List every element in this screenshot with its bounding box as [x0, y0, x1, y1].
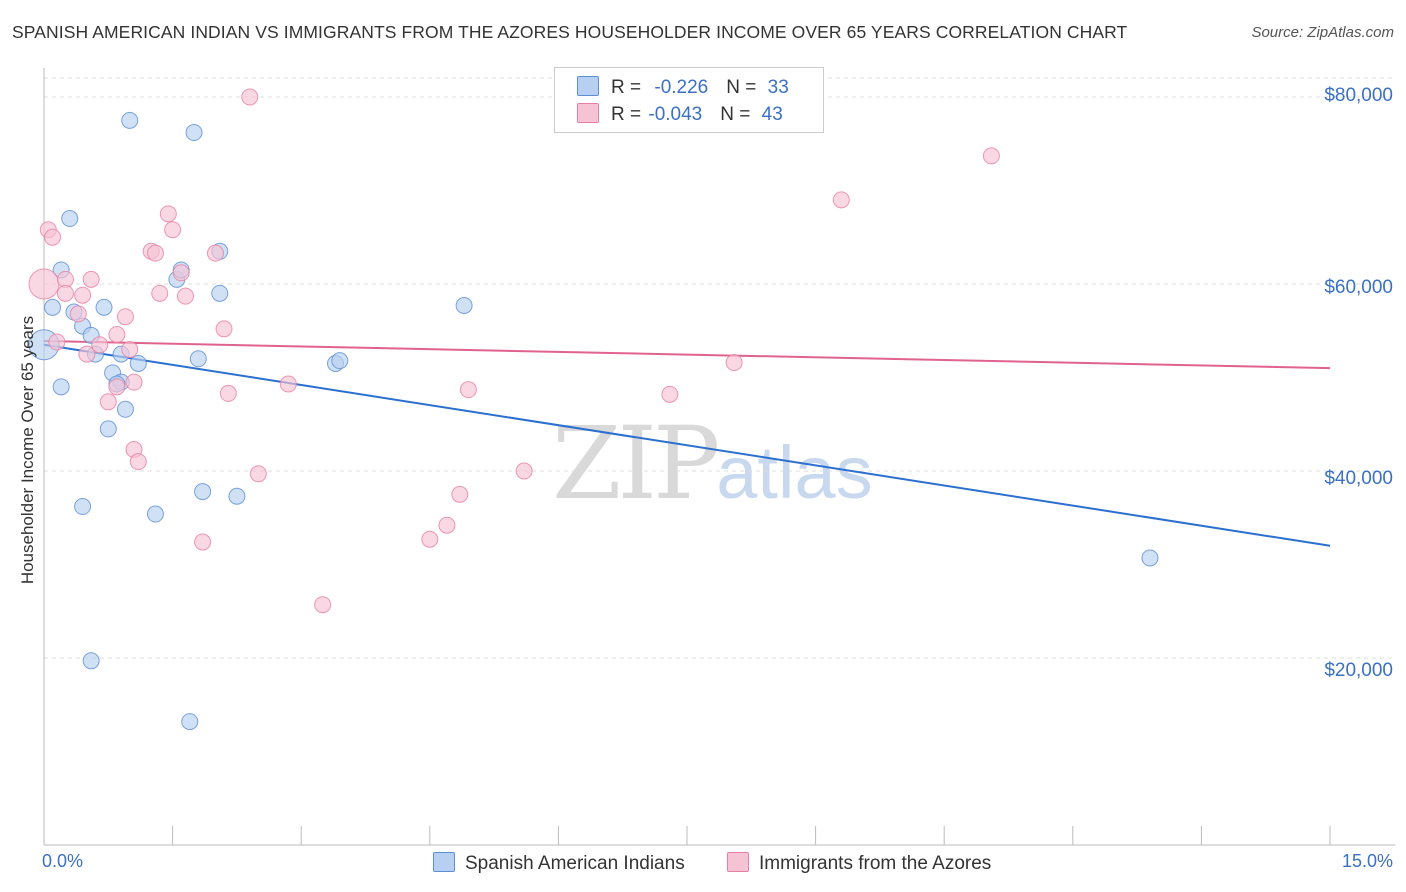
point-pink-39	[832, 191, 850, 209]
bottom-legend-spanish-american-indians: Spanish American Indians	[433, 852, 685, 875]
point-pink-37	[661, 385, 679, 403]
point-pink-10	[99, 393, 117, 411]
point-pink-32	[194, 533, 212, 551]
point-blue-30	[228, 487, 246, 505]
point-blue-21	[121, 111, 139, 129]
point-blue-19	[331, 352, 349, 370]
point-pink-26	[215, 320, 233, 338]
point-pink-41	[459, 381, 477, 399]
point-pink-30	[314, 596, 332, 614]
legend-swatch-blue	[577, 76, 599, 96]
legend-row-pink: R = -0.043 N = 43	[577, 103, 783, 126]
point-blue-17	[211, 284, 229, 302]
trend-line-pink	[43, 340, 1331, 370]
point-blue-12	[129, 354, 147, 372]
x-tick-label-min: 0.0%	[42, 851, 84, 871]
point-pink-42	[48, 333, 66, 351]
point-pink-2	[44, 228, 62, 246]
point-pink-12	[108, 325, 126, 343]
point-pink-7	[78, 345, 96, 363]
point-blue-22	[185, 124, 203, 142]
point-blue-15	[189, 350, 207, 368]
point-blue-24	[99, 420, 117, 438]
point-pink-19	[146, 244, 164, 262]
point-pink-34	[438, 516, 456, 534]
point-blue-1	[44, 298, 62, 316]
bottom-legend-swatch-pink	[727, 852, 749, 872]
point-pink-4	[56, 284, 74, 302]
point-pink-5	[69, 305, 87, 323]
point-blue-31	[82, 652, 100, 670]
point-pink-36	[515, 462, 533, 480]
point-blue-27	[74, 498, 92, 516]
axes	[43, 68, 1395, 846]
point-pink-8	[82, 270, 100, 288]
legend-swatch-pink	[577, 103, 599, 123]
x-tick-label-max: 15.0%	[1341, 851, 1393, 871]
point-pink-14	[121, 340, 139, 358]
watermark: ZIPatlas	[552, 405, 873, 522]
point-pink-35	[451, 485, 469, 503]
point-pink-21	[159, 205, 177, 223]
point-pink-15	[125, 373, 143, 391]
gridlines	[44, 77, 1395, 659]
point-pink-40	[982, 147, 1000, 165]
y-axis-label: Householder Income Over 65 years	[18, 315, 37, 585]
point-blue-8	[95, 298, 113, 316]
point-pink-24	[176, 287, 194, 305]
point-blue-20	[455, 297, 473, 315]
point-pink-31	[241, 88, 259, 106]
trend-lines	[43, 340, 1331, 547]
point-pink-9	[91, 336, 109, 354]
point-pink-27	[219, 384, 237, 402]
legend-row-blue: R = -0.226 N = 33	[577, 76, 789, 99]
point-pink-38	[725, 354, 743, 372]
source-label: Source: ZipAtlas.com	[1251, 24, 1394, 41]
watermark-atlas: atlas	[716, 431, 873, 514]
y-tick-label-40000: $40,000	[1324, 468, 1393, 489]
point-pink-11	[108, 378, 126, 396]
y-tick-label-80000: $80,000	[1324, 85, 1393, 106]
point-pink-13	[116, 308, 134, 326]
point-blue-32	[181, 713, 199, 731]
point-pink-28	[249, 465, 267, 483]
point-blue-25	[116, 400, 134, 418]
data-points	[28, 88, 1159, 731]
point-pink-0	[28, 268, 60, 300]
point-pink-29	[279, 375, 297, 393]
point-blue-33	[1141, 549, 1159, 567]
point-pink-33	[421, 530, 439, 548]
chart-title: SPANISH AMERICAN INDIAN VS IMMIGRANTS FR…	[12, 22, 1128, 42]
point-pink-22	[164, 221, 182, 239]
bottom-legend-swatch-blue	[433, 852, 455, 872]
point-pink-20	[151, 284, 169, 302]
watermark-zip: ZIP	[552, 405, 720, 522]
bottom-legend-immigrants-azores: Immigrants from the Azores	[727, 852, 991, 875]
point-blue-28	[146, 505, 164, 523]
point-blue-26	[52, 378, 70, 396]
y-tick-label-60000: $60,000	[1324, 277, 1393, 298]
point-pink-23	[172, 264, 190, 282]
point-pink-25	[206, 244, 224, 262]
point-blue-3	[61, 210, 79, 228]
point-pink-17	[129, 453, 147, 471]
point-blue-29	[194, 483, 212, 501]
trend-line-blue	[43, 343, 1331, 547]
y-tick-label-20000: $20,000	[1324, 660, 1393, 681]
point-pink-6	[74, 286, 92, 304]
correlation-legend: R = -0.226 N = 33 R = -0.043 N = 43	[554, 67, 824, 133]
